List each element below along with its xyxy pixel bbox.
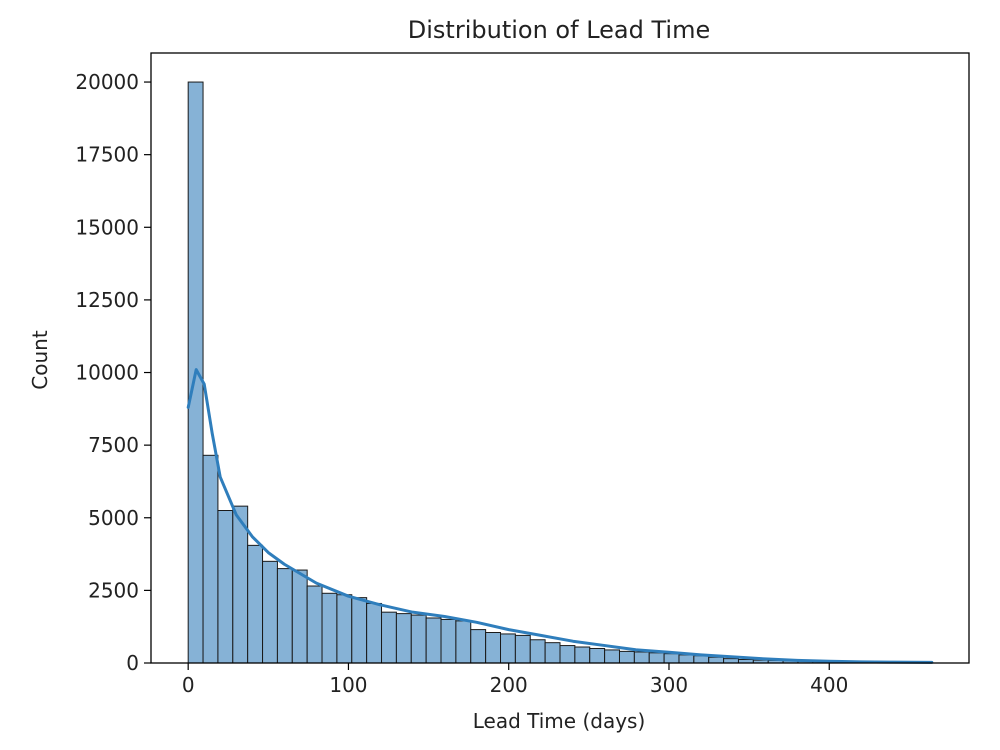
x-tick-label: 400 — [810, 673, 848, 697]
y-axis-label: Count — [28, 330, 52, 390]
histogram-bar — [217, 510, 234, 664]
histogram-bar — [648, 652, 665, 664]
x-tick-label: 100 — [329, 673, 367, 697]
histogram-bar — [544, 642, 561, 664]
x-axis-label: Lead Time (days) — [473, 709, 646, 733]
histogram-bar — [276, 568, 293, 664]
y-tick-label: 15000 — [75, 215, 139, 239]
y-tick-label: 5000 — [88, 506, 139, 530]
kde-curve-layer — [186, 368, 934, 664]
histogram-bar — [574, 646, 591, 664]
histogram-bar — [321, 592, 338, 664]
chart-title: Distribution of Lead Time — [408, 16, 710, 44]
y-tick-label: 20000 — [75, 70, 139, 94]
histogram-bar — [395, 613, 412, 664]
x-tick-label: 0 — [182, 673, 195, 697]
histogram-bar — [336, 594, 353, 664]
y-tick-label: 0 — [126, 651, 139, 675]
histogram-bar — [440, 618, 457, 664]
histogram-bar — [723, 658, 739, 664]
histogram-bar — [663, 653, 680, 664]
y-tick-label: 12500 — [75, 288, 139, 312]
histogram-bar — [559, 645, 576, 664]
histogram-bar — [678, 654, 695, 664]
y-tick-label: 2500 — [88, 578, 139, 602]
histogram-bar — [366, 602, 383, 664]
histogram-bar — [381, 611, 397, 664]
x-tick-label: 200 — [490, 673, 528, 697]
histogram-bar — [425, 617, 442, 664]
histogram-bar — [351, 597, 368, 664]
histogram-bar — [306, 585, 323, 664]
x-axis-ticks: 0 100 200 300 400 — [182, 663, 848, 697]
plot-frame — [150, 52, 970, 664]
y-axis-ticks: 0 2500 5000 7500 10000 12500 15000 17500 20000 — [75, 70, 151, 675]
histogram-bars — [187, 81, 933, 664]
histogram-bar — [500, 633, 516, 664]
histogram-bar — [708, 656, 725, 664]
histogram-bar — [291, 569, 308, 664]
histogram-bar — [202, 454, 219, 664]
histogram-bar — [604, 649, 620, 664]
histogram-bar — [514, 634, 531, 664]
histogram-bar — [470, 629, 487, 664]
y-tick-label: 7500 — [88, 433, 139, 457]
histogram-bar — [262, 560, 278, 664]
histogram-bar — [485, 632, 502, 664]
y-tick-label: 17500 — [75, 143, 139, 167]
kde-line — [186, 368, 934, 664]
x-tick-label: 300 — [650, 673, 688, 697]
y-tick-label: 10000 — [75, 361, 139, 385]
histogram-bar — [589, 647, 606, 664]
histogram-bar — [633, 651, 650, 664]
histogram-bar — [455, 620, 472, 664]
histogram-bar — [247, 544, 264, 664]
histogram-bar — [529, 639, 546, 664]
histogram-bar — [693, 655, 710, 664]
histogram-bar — [618, 650, 635, 664]
histogram-bar — [410, 614, 427, 664]
